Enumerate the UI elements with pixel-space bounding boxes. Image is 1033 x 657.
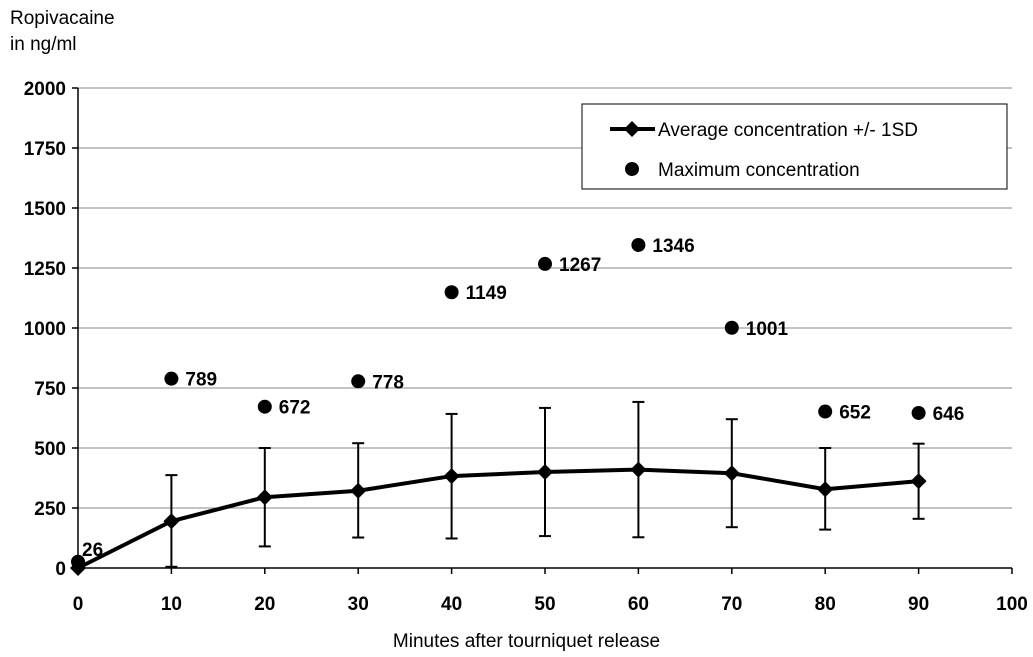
max-label-50: 1267 <box>559 255 601 276</box>
y-tick-labels: 0 250 500 750 1000 1250 1500 1750 2000 <box>24 79 66 580</box>
max-label-20: 672 <box>279 398 311 419</box>
max-point-80 <box>818 404 833 419</box>
average-marker-40 <box>443 468 460 485</box>
legend-circle-marker <box>625 162 639 176</box>
max-points: 26 789 672 778 1149 1267 1346 1001 652 646 <box>71 236 964 569</box>
x-tick-label-40: 40 <box>441 594 462 615</box>
x-tick-label-60: 60 <box>628 594 649 615</box>
average-marker-20 <box>256 489 273 506</box>
max-label-40: 1149 <box>466 283 507 304</box>
max-point-40 <box>444 285 459 300</box>
average-series-line <box>77 467 919 570</box>
x-tick-labels: 0 10 20 30 40 50 60 70 80 90 100 <box>73 594 1028 615</box>
max-point-30 <box>351 374 366 389</box>
max-point-0 <box>71 554 85 569</box>
legend-diamond-marker <box>624 121 640 137</box>
max-point-70 <box>724 320 739 335</box>
x-tick-label-70: 70 <box>721 594 742 615</box>
x-axis-title: Minutes after tourniquet release <box>392 631 661 652</box>
y-axis-title: Ropivacaine in ng/ml <box>10 6 115 58</box>
y-tick-label-750: 750 <box>34 379 66 400</box>
max-point-20 <box>257 399 272 414</box>
y-tick-label-500: 500 <box>34 439 66 460</box>
x-tick-label-80: 80 <box>815 594 836 615</box>
max-label-10: 789 <box>185 370 217 391</box>
y-axis-title-line2: in ng/ml <box>10 34 77 55</box>
average-marker-70 <box>723 465 740 482</box>
x-tick-label-100: 100 <box>996 594 1028 615</box>
max-point-90 <box>911 405 926 420</box>
x-tick-label-0: 0 <box>73 594 84 615</box>
average-marker-30 <box>350 482 367 499</box>
y-tick-label-1500: 1500 <box>24 199 66 220</box>
max-label-80: 652 <box>839 403 871 424</box>
average-line <box>70 461 927 576</box>
max-point-60 <box>631 237 646 252</box>
x-tick-label-90: 90 <box>908 594 929 615</box>
legend-label-average: Average concentration +/- 1SD <box>658 120 918 141</box>
legend-box <box>581 103 1008 190</box>
average-marker-80 <box>817 481 834 498</box>
max-label-60: 1346 <box>652 236 694 257</box>
x-tick-label-50: 50 <box>534 594 555 615</box>
max-label-30: 778 <box>372 372 404 393</box>
legend: Average concentration +/- 1SD Maximum co… <box>581 103 1008 190</box>
max-label-90: 646 <box>933 404 965 425</box>
average-marker-90 <box>910 473 927 490</box>
y-tick-label-2000: 2000 <box>24 79 66 100</box>
average-marker-60 <box>630 461 647 478</box>
error-bars <box>165 400 925 568</box>
x-tick-label-30: 30 <box>348 594 369 615</box>
max-point-10 <box>164 371 179 386</box>
x-tick-label-20: 20 <box>254 594 275 615</box>
y-tick-label-1000: 1000 <box>24 319 66 340</box>
average-marker-50 <box>537 464 553 480</box>
max-label-70: 1001 <box>746 319 789 340</box>
max-point-50 <box>538 256 552 271</box>
y-axis-title-line1: Ropivacaine <box>10 8 115 29</box>
y-tick-label-1250: 1250 <box>24 259 66 280</box>
y-tick-label-1750: 1750 <box>24 139 66 160</box>
x-tick-label-10: 10 <box>161 594 182 615</box>
y-tick-label-0: 0 <box>55 559 66 580</box>
legend-label-maximum: Maximum concentration <box>658 160 860 181</box>
y-tick-label-250: 250 <box>34 499 66 520</box>
max-label-0: 26 <box>82 540 103 561</box>
average-marker-10 <box>163 513 180 530</box>
